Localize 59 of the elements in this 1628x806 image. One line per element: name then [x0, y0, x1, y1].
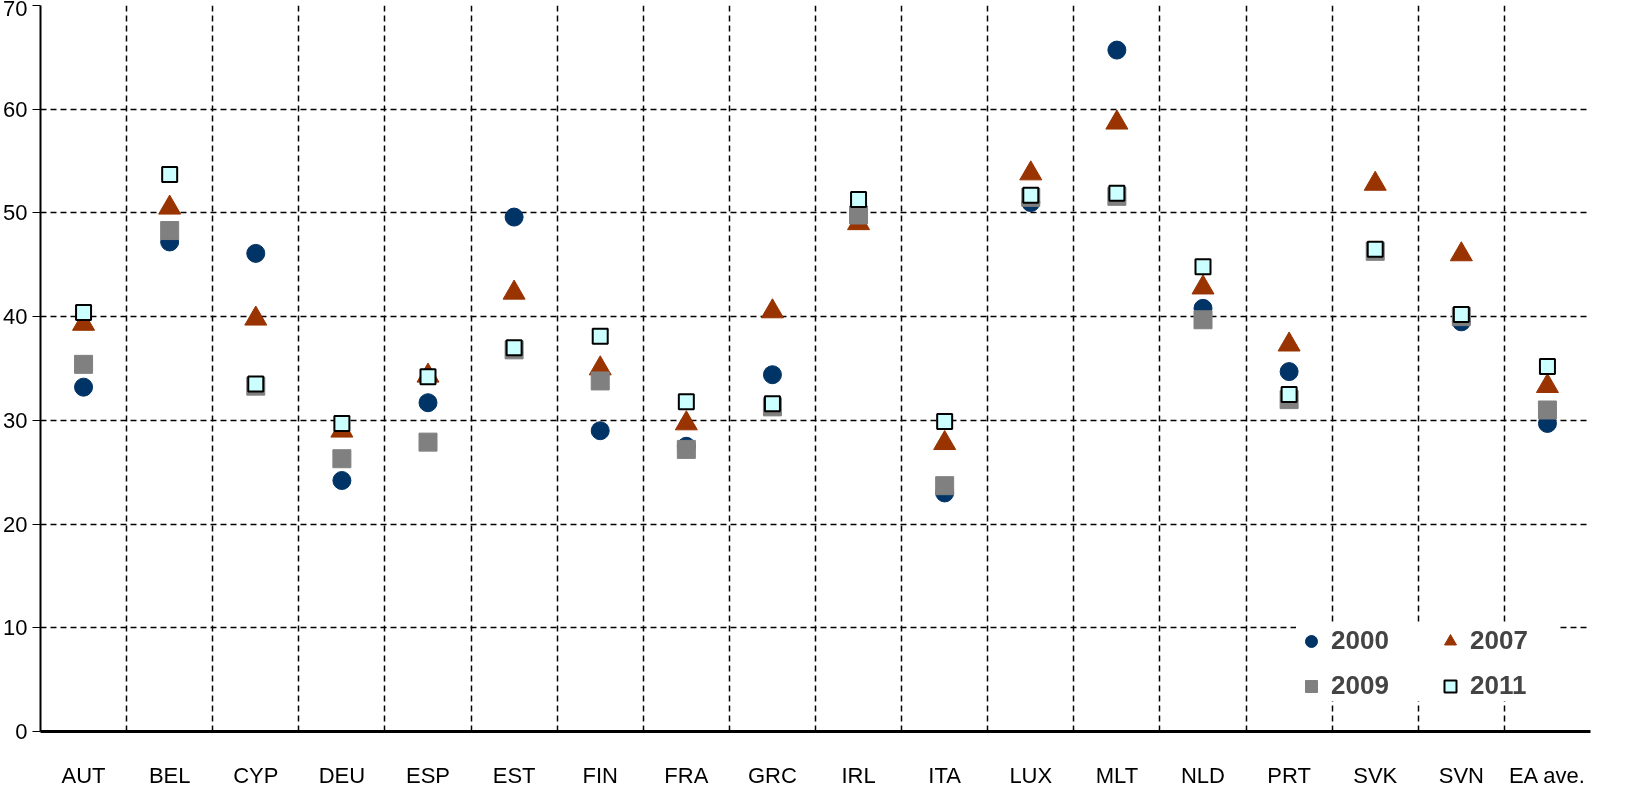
point — [74, 354, 94, 374]
point — [246, 243, 266, 263]
point — [1107, 40, 1127, 60]
x-tick-label: SVN — [1438, 762, 1484, 788]
point — [936, 412, 954, 430]
point — [677, 393, 695, 411]
point — [850, 190, 868, 208]
point — [332, 449, 352, 469]
y-tick-label: 10 — [3, 615, 28, 641]
y-tick-label: 60 — [3, 96, 28, 122]
x-tick-label: ITA — [928, 762, 962, 788]
x-tick-label: BEL — [148, 762, 191, 788]
x-tick-label: FIN — [582, 762, 618, 788]
x-tick-label: MLT — [1095, 762, 1139, 788]
x-tick-label: FRA — [664, 762, 709, 788]
x-tick-label: DEU — [318, 762, 366, 788]
point — [418, 393, 438, 413]
point — [1280, 385, 1298, 403]
x-tick-label: GRC — [748, 762, 797, 788]
point — [762, 365, 782, 385]
point — [332, 471, 352, 490]
y-tick-label: 30 — [3, 407, 28, 433]
y-tick-label: 50 — [3, 200, 28, 226]
point — [1537, 400, 1557, 420]
y-tick-label: 40 — [3, 304, 28, 330]
point — [1279, 362, 1299, 382]
point — [75, 303, 93, 321]
point — [763, 395, 781, 413]
legend-label: 2009 — [1331, 670, 1390, 701]
x-tick-label: LUX — [1009, 762, 1053, 788]
x-tick-label: ESP — [405, 762, 451, 788]
y-tick-label: 70 — [3, 0, 28, 21]
x-tick-label: NLD — [1180, 762, 1226, 788]
x-tick-label: AUT — [61, 762, 106, 788]
point — [418, 432, 438, 452]
point — [333, 414, 351, 432]
point — [935, 476, 955, 496]
legend-label: 2007 — [1470, 625, 1529, 656]
point — [591, 327, 609, 345]
x-tick-label: PRT — [1267, 762, 1311, 788]
point — [161, 166, 179, 184]
point — [590, 421, 610, 441]
x-tick-label: EA ave. — [1508, 762, 1585, 788]
point — [74, 377, 94, 397]
point — [160, 221, 180, 241]
x-tick-label: CYP — [233, 762, 279, 788]
legend-label: 2011 — [1470, 670, 1528, 701]
point — [1193, 310, 1213, 330]
x-tick-label: SVK — [1353, 762, 1398, 788]
point — [849, 205, 869, 225]
x-tick-label: IRL — [841, 762, 876, 788]
point — [590, 371, 610, 391]
y-tick-label: 20 — [3, 511, 28, 537]
point — [504, 207, 524, 227]
x-tick-label: EST — [492, 762, 536, 788]
y-tick-label: 0 — [15, 719, 28, 744]
point — [1538, 357, 1556, 375]
legend-label: 2000 — [1331, 625, 1390, 656]
point — [1194, 258, 1212, 276]
